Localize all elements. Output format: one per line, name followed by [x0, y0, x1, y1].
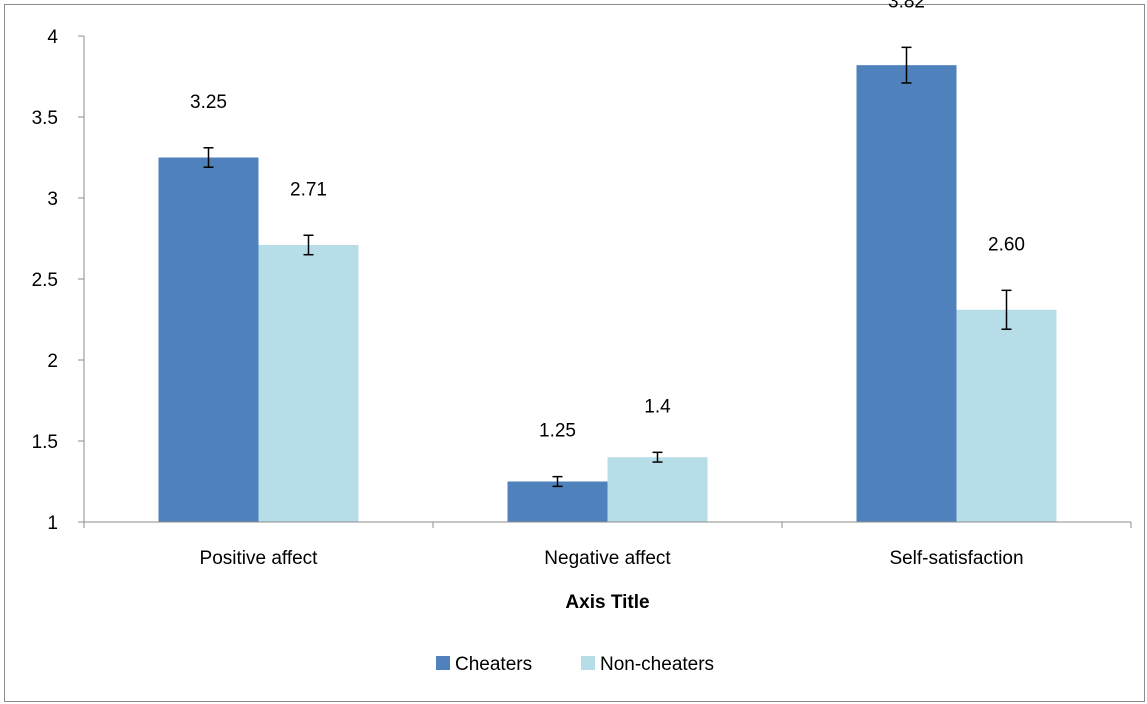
- data-label: 1.4: [644, 396, 671, 417]
- bar: [258, 244, 359, 523]
- chart-frame: [4, 4, 1145, 702]
- y-axis: 1 1.5 2 2.5 3 3.5 4: [32, 27, 85, 534]
- data-labels: 3.25 1.25 3.82 2.71 1.4 2.60: [190, 0, 1025, 442]
- legend-item: Cheaters: [436, 654, 532, 675]
- error-bar: [203, 147, 214, 168]
- x-tick-label: Positive affect: [200, 548, 319, 569]
- legend-label: Non-cheaters: [600, 654, 714, 675]
- y-tick-label: 1.5: [32, 432, 58, 453]
- bar: [856, 65, 957, 522]
- legend-item: Non-cheaters: [581, 654, 714, 675]
- y-tick-label: 4: [47, 27, 58, 48]
- y-tick-label: 3: [47, 189, 58, 210]
- bars: [158, 65, 1057, 523]
- bar: [956, 309, 1057, 522]
- y-tick-label: 1: [47, 513, 58, 534]
- error-bar: [652, 451, 663, 463]
- x-tick-label: Self-satisfaction: [889, 548, 1023, 569]
- data-label: 1.25: [539, 421, 576, 442]
- bar: [158, 157, 259, 522]
- legend: Cheaters Non-cheaters: [436, 654, 714, 675]
- error-bar: [303, 234, 314, 256]
- legend-swatch: [436, 656, 450, 670]
- data-label: 2.60: [988, 234, 1025, 255]
- error-bars: [203, 46, 1012, 488]
- data-label: 2.71: [290, 179, 327, 200]
- y-tick-label: 3.5: [32, 108, 58, 129]
- error-bar: [901, 46, 912, 84]
- error-bar: [1001, 289, 1012, 330]
- bar: [507, 481, 608, 522]
- x-axis: Positive affect Negative affect Self-satis…: [83, 521, 1132, 569]
- bar: [607, 457, 708, 522]
- legend-label: Cheaters: [455, 654, 532, 675]
- y-tick-label: 2.5: [32, 270, 58, 291]
- data-label: 3.25: [190, 92, 227, 113]
- data-label: 3.82: [888, 0, 925, 12]
- x-tick-label: Negative affect: [544, 548, 671, 569]
- y-tick-label: 2: [47, 351, 58, 372]
- x-axis-title: Axis Title: [565, 592, 649, 613]
- error-bar: [552, 475, 563, 488]
- legend-swatch: [581, 656, 595, 670]
